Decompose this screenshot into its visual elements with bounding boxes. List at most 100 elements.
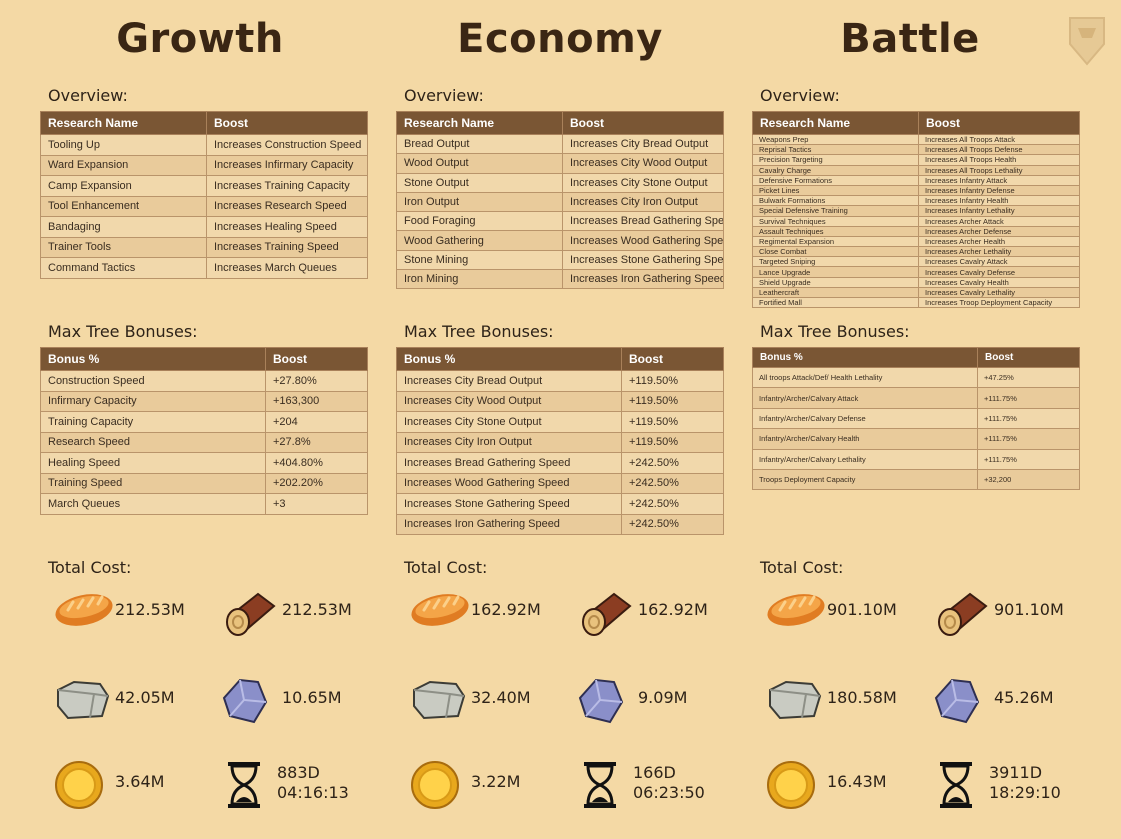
table-cell: +242.50% xyxy=(621,493,724,515)
table-row: Wood Gathering Increases Wood Gathering S… xyxy=(396,230,724,251)
table-row: March Queues +3 xyxy=(40,493,368,515)
table-row: Defensive Formations Increases Infantry A… xyxy=(752,174,1080,186)
iron-icon xyxy=(578,678,624,724)
table-cell: +27.8% xyxy=(265,431,368,453)
table-cell: +3 xyxy=(265,493,368,515)
table-cell: Increases City Bread Output xyxy=(396,370,622,392)
table-cell: +119.50% xyxy=(621,370,724,392)
bonus-table: Bonus % Boost Construction Speed +27.80% Inf… xyxy=(40,347,368,515)
table-cell: Ward Expansion xyxy=(40,154,207,176)
gold-value: 16.43M xyxy=(827,772,887,791)
table-cell: Food Foraging xyxy=(396,211,563,232)
table-row: Stone Output Increases City Stone Output xyxy=(396,172,724,193)
table-cell: Increases City Iron Output xyxy=(396,431,622,453)
table-cell: Increases Infantry Defense xyxy=(918,184,1080,197)
table-cell: Special Defensive Training xyxy=(752,205,919,217)
table-cell: Increases City Stone Output xyxy=(396,411,622,433)
table-row: Shield Upgrade Increases Cavalry Health xyxy=(752,276,1080,288)
table-cell: +204 xyxy=(265,411,368,433)
table-row: Special Defensive Training Increases Infa… xyxy=(752,205,1080,217)
time-value: 3911D xyxy=(989,763,1043,782)
table-row: Picket Lines Increases Infantry Defense xyxy=(752,184,1080,197)
overview-label: Overview: xyxy=(760,86,840,105)
table-row: Increases City Bread Output +119.50% xyxy=(396,370,724,392)
time-icon xyxy=(228,762,260,808)
table-row: Infantry/Archer/Calvary Health +111.75% xyxy=(752,428,1080,450)
table-cell: Increases Infantry Health xyxy=(918,195,1080,207)
table-cell: Increases Training Capacity xyxy=(206,175,368,197)
wood-value: 901.10M xyxy=(994,600,1064,619)
table-cell: Infirmary Capacity xyxy=(40,390,266,412)
bread-value: 901.10M xyxy=(827,600,897,619)
overview-table: Research Name Boost Bread Output Increases … xyxy=(396,111,724,290)
bonus-label: Max Tree Bonuses: xyxy=(404,322,554,341)
table-cell: Stone Mining xyxy=(396,249,563,271)
table-cell: Increases Archer Defense xyxy=(918,225,1080,237)
table-cell: Troops Deployment Capacity xyxy=(752,468,978,491)
overview-table: Research Name Boost Weapons Prep Increases … xyxy=(752,111,1080,309)
table-cell: Leathercraft xyxy=(752,286,919,299)
table-cell: Wood Output xyxy=(396,153,563,174)
wood-value: 162.92M xyxy=(638,600,708,619)
table-cell: +119.50% xyxy=(621,390,724,412)
table-cell: Fortified Mall xyxy=(752,296,919,309)
table-cell: +27.80% xyxy=(265,370,368,392)
header-row: Bonus % Boost xyxy=(752,347,1080,368)
table-row: Iron Output Increases City Iron Output xyxy=(396,191,724,213)
table-cell: Increases Construction Speed xyxy=(206,134,368,156)
stone-icon xyxy=(57,680,110,720)
table-row: Camp Expansion Increases Training Capacit… xyxy=(40,175,368,197)
bread-icon xyxy=(411,594,469,626)
table-row: Bread Output Increases City Bread Output xyxy=(396,133,724,155)
table-cell: Increases Troop Deployment Capacity xyxy=(918,296,1080,309)
gold-icon xyxy=(767,761,815,809)
table-row: Fortified Mall Increases Troop Deployment… xyxy=(752,296,1080,309)
section-title: Battle xyxy=(840,16,980,62)
table-row: Training Speed +202.20% xyxy=(40,472,368,494)
table-row: Troops Deployment Capacity +32,200 xyxy=(752,468,1080,491)
gold-icon xyxy=(55,761,103,809)
table-cell: Increases Iron Gathering Speed xyxy=(396,513,622,535)
table-cell: Research Speed xyxy=(40,431,266,453)
header-row: Research Name Boost xyxy=(396,111,724,135)
table-cell: Stone Output xyxy=(396,172,563,193)
table-cell: Increases Archer Health xyxy=(918,235,1080,248)
table-cell: Increases March Queues xyxy=(206,257,368,279)
bread-icon xyxy=(767,594,825,626)
table-row: All troops Attack/Def/ Health Lethality +… xyxy=(752,366,1080,389)
column-header: Boost xyxy=(977,347,1080,368)
table-row: Bulwark Formations Increases Infantry Hea… xyxy=(752,195,1080,207)
table-cell: Increases Bread Gathering Speed xyxy=(562,211,724,232)
table-cell: +242.50% xyxy=(621,513,724,535)
table-row: Cavalry Charge Increases All Troops Letha… xyxy=(752,164,1080,176)
table-cell: +242.50% xyxy=(621,452,724,474)
table-cell: Healing Speed xyxy=(40,452,266,474)
table-cell: +111.75% xyxy=(977,407,1080,430)
time-icon xyxy=(940,762,972,808)
table-cell: +242.50% xyxy=(621,472,724,494)
table-cell: +202.20% xyxy=(265,472,368,494)
table-cell: +111.75% xyxy=(977,428,1080,450)
table-cell: Increases Wood Gathering Speed xyxy=(562,230,724,251)
table-row: Precision Targeting Increases All Troops … xyxy=(752,154,1080,166)
table-row: Bandaging Increases Healing Speed xyxy=(40,216,368,238)
table-cell: Increases Cavalry Lethality xyxy=(918,286,1080,299)
wood-icon xyxy=(582,592,632,636)
table-cell: Survival Techniques xyxy=(752,215,919,227)
table-cell: Iron Output xyxy=(396,191,563,213)
table-cell: +32,200 xyxy=(977,468,1080,491)
column-header: Bonus % xyxy=(40,347,266,371)
table-row: Trainer Tools Increases Training Speed xyxy=(40,236,368,258)
table-row: Increases Bread Gathering Speed +242.50% xyxy=(396,452,724,474)
table-cell: Increases Healing Speed xyxy=(206,216,368,238)
table-cell: Increases City Wood Output xyxy=(562,153,724,174)
table-row: Infantry/Archer/Calvary Attack +111.75% xyxy=(752,387,1080,409)
table-cell: Increases Wood Gathering Speed xyxy=(396,472,622,494)
table-row: Increases Iron Gathering Speed +242.50% xyxy=(396,513,724,535)
gold-value: 3.22M xyxy=(471,772,521,791)
column-header: Research Name xyxy=(40,111,207,135)
time-value: 166D xyxy=(633,763,676,782)
table-cell: Picket Lines xyxy=(752,184,919,197)
table-cell: Increases Infantry Attack xyxy=(918,174,1080,186)
table-cell: Infantry/Archer/Calvary Attack xyxy=(752,387,978,409)
